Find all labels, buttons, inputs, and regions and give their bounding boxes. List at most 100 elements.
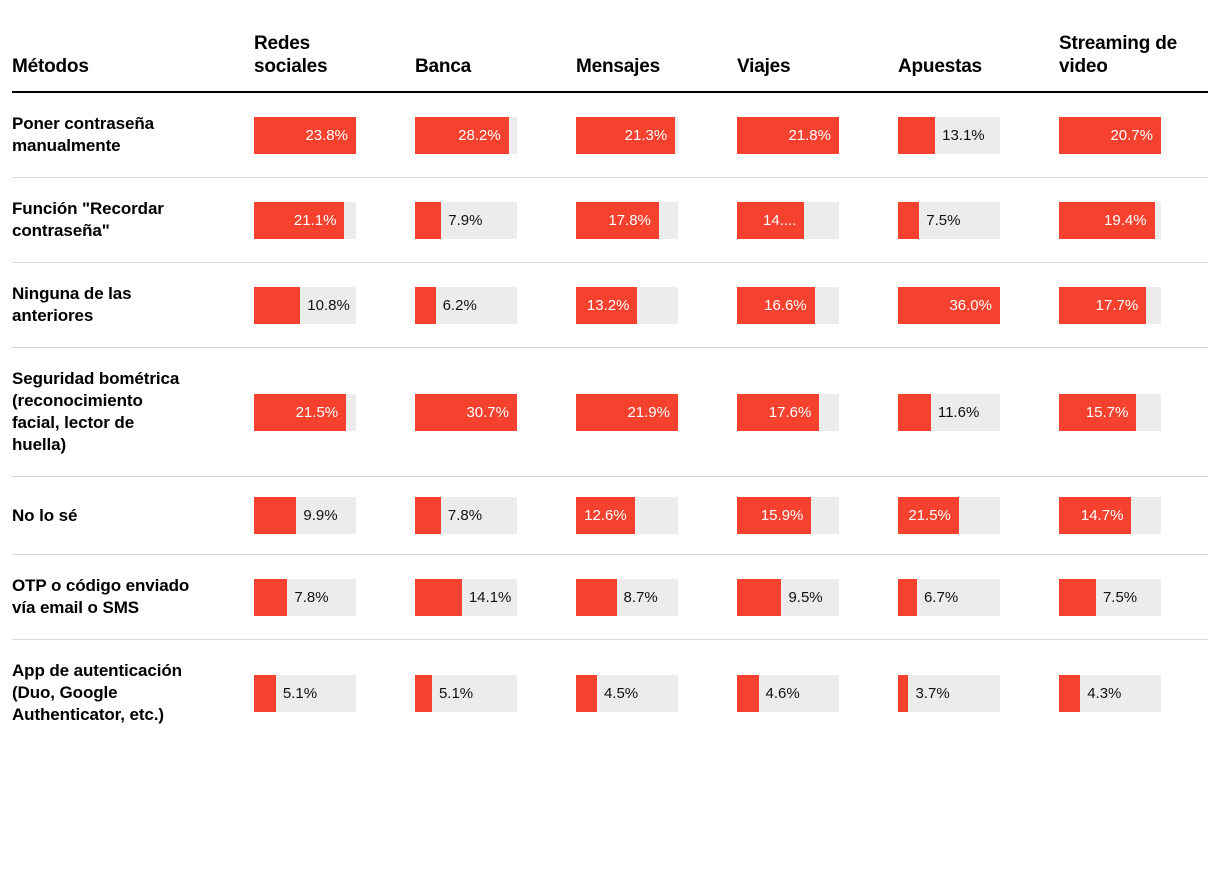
bar-track: 14.7% — [1059, 497, 1161, 534]
bar-cell: 9.5% — [737, 578, 886, 616]
bar-value-label: 36.0% — [949, 296, 992, 314]
bar-track: 10.8% — [254, 286, 356, 324]
bar — [415, 497, 441, 534]
bar-cell: 14.... — [737, 201, 886, 239]
bar-cell: 14.7% — [1059, 497, 1208, 534]
bar — [254, 578, 288, 616]
method-label: No lo sé — [12, 505, 78, 525]
bar-cell: 28.2% — [415, 116, 564, 154]
bar-cell: 21.8% — [737, 116, 886, 154]
column-header-viajes: Viajes — [737, 56, 791, 77]
bar-value-label: 14.... — [763, 211, 797, 229]
bar-track: 11.6% — [898, 393, 1000, 431]
bar-value-label: 13.2% — [586, 296, 630, 314]
bar-track: 7.5% — [1059, 578, 1161, 616]
bar: 21.3% — [576, 116, 676, 154]
bar-value-label: 21.9% — [627, 403, 670, 421]
password-methods-bar-table: Métodos Redes sociales Banca Mensajes Viaje… — [12, 32, 1208, 746]
bar: 15.7% — [1059, 393, 1137, 431]
bar: 13.2% — [576, 286, 638, 324]
bar — [737, 578, 782, 616]
bar: 15.9% — [737, 497, 812, 534]
bar-cell: 17.7% — [1059, 286, 1208, 324]
bar-cell: 4.3% — [1059, 674, 1208, 712]
bar-track: 12.6% — [576, 497, 678, 534]
bar-cell: 4.5% — [576, 674, 725, 712]
bar-value-label: 9.5% — [788, 588, 823, 606]
bar-cell: 6.2% — [415, 286, 564, 324]
bar-value-label: 21.8% — [788, 126, 831, 144]
bar-cell: 23.8% — [254, 116, 403, 154]
bar: 28.2% — [415, 116, 509, 154]
bar-cell: 7.8% — [254, 578, 403, 616]
bar-cell: 9.9% — [254, 497, 403, 534]
bar-value-label: 11.6% — [937, 403, 980, 421]
bar-track: 7.5% — [898, 201, 1000, 239]
method-label: App de autenticación (Duo, Google Authen… — [12, 661, 182, 724]
bar: 21.9% — [576, 393, 678, 431]
bar-value-label: 14.1% — [468, 588, 512, 606]
bar-track: 19.4% — [1059, 201, 1161, 239]
bar-value-label: 17.8% — [608, 211, 651, 229]
bar: 17.7% — [1059, 286, 1147, 324]
method-label: Poner contraseña manualmente — [12, 114, 155, 155]
bar — [254, 286, 301, 324]
bar: 23.8% — [254, 116, 356, 154]
bar-track: 21.8% — [737, 116, 839, 154]
table-body: Poner contraseña manualmente 23.8% 28.2% 21… — [12, 93, 1208, 746]
bar-cell: 13.2% — [576, 286, 725, 324]
bar-value-label: 9.9% — [303, 507, 338, 524]
method-label: Función "Recordar contraseña" — [12, 199, 164, 240]
bar-value-label: 10.8% — [307, 296, 350, 314]
bar: 21.1% — [254, 201, 345, 239]
bar: 20.7% — [1059, 116, 1161, 154]
bar-value-label: 4.5% — [603, 684, 639, 702]
bar-value-label: 5.1% — [282, 684, 318, 702]
bar — [415, 201, 442, 239]
bar-track: 36.0% — [898, 286, 1000, 324]
bar — [898, 578, 917, 616]
bar-value-label: 19.4% — [1104, 211, 1147, 229]
bar-track: 21.9% — [576, 393, 678, 431]
bar-value-label: 21.3% — [624, 126, 668, 144]
bar-value-label: 4.3% — [1087, 684, 1122, 702]
bar — [415, 674, 432, 712]
bar-cell: 21.3% — [576, 116, 725, 154]
bar-cell: 10.8% — [254, 286, 403, 324]
bar-track: 4.3% — [1059, 674, 1161, 712]
bar-value-label: 6.2% — [442, 296, 477, 314]
bar-value-label: 15.9% — [760, 507, 804, 524]
method-row-no-lo-se: No lo sé 9.9% 7.8% 12.6% 15.9% 21.5% 14.7% — [12, 476, 1208, 554]
bar-track: 13.1% — [898, 116, 1000, 154]
bar-value-label: 3.7% — [915, 684, 950, 702]
bar-track: 23.8% — [254, 116, 356, 154]
bar-track: 7.8% — [415, 497, 517, 534]
bar-cell: 30.7% — [415, 393, 564, 431]
column-header-redes-sociales: Redes sociales — [254, 33, 328, 77]
bar-track: 13.2% — [576, 286, 678, 324]
column-header-banca: Banca — [415, 56, 472, 77]
bar-track: 9.9% — [254, 497, 356, 534]
bar-track: 5.1% — [415, 674, 517, 712]
bar-cell: 3.7% — [898, 674, 1047, 712]
bar-track: 16.6% — [737, 286, 839, 324]
bar-value-label: 17.7% — [1095, 296, 1139, 314]
bar-track: 14.... — [737, 201, 839, 239]
bar — [576, 674, 597, 712]
bar-value-label: 7.5% — [926, 211, 961, 229]
table-header-row: Métodos Redes sociales Banca Mensajes Viaje… — [12, 32, 1208, 93]
bar-value-label: 5.1% — [438, 684, 474, 702]
bar-cell: 13.1% — [898, 116, 1047, 154]
bar: 21.5% — [898, 497, 959, 534]
bar-track: 9.5% — [737, 578, 839, 616]
bar-cell: 7.5% — [1059, 578, 1208, 616]
column-header-apuestas: Apuestas — [898, 56, 982, 77]
bar: 17.8% — [576, 201, 659, 239]
bar-track: 21.5% — [898, 497, 1000, 534]
method-label: OTP o código enviado vía email o SMS — [12, 576, 190, 617]
bar-track: 8.7% — [576, 578, 678, 616]
bar-track: 20.7% — [1059, 116, 1161, 154]
method-row-app-de-autenticacion: App de autenticación (Duo, Google Authen… — [12, 639, 1208, 746]
method-label: Ninguna de las anteriores — [12, 284, 132, 325]
bar-track: 15.7% — [1059, 393, 1161, 431]
